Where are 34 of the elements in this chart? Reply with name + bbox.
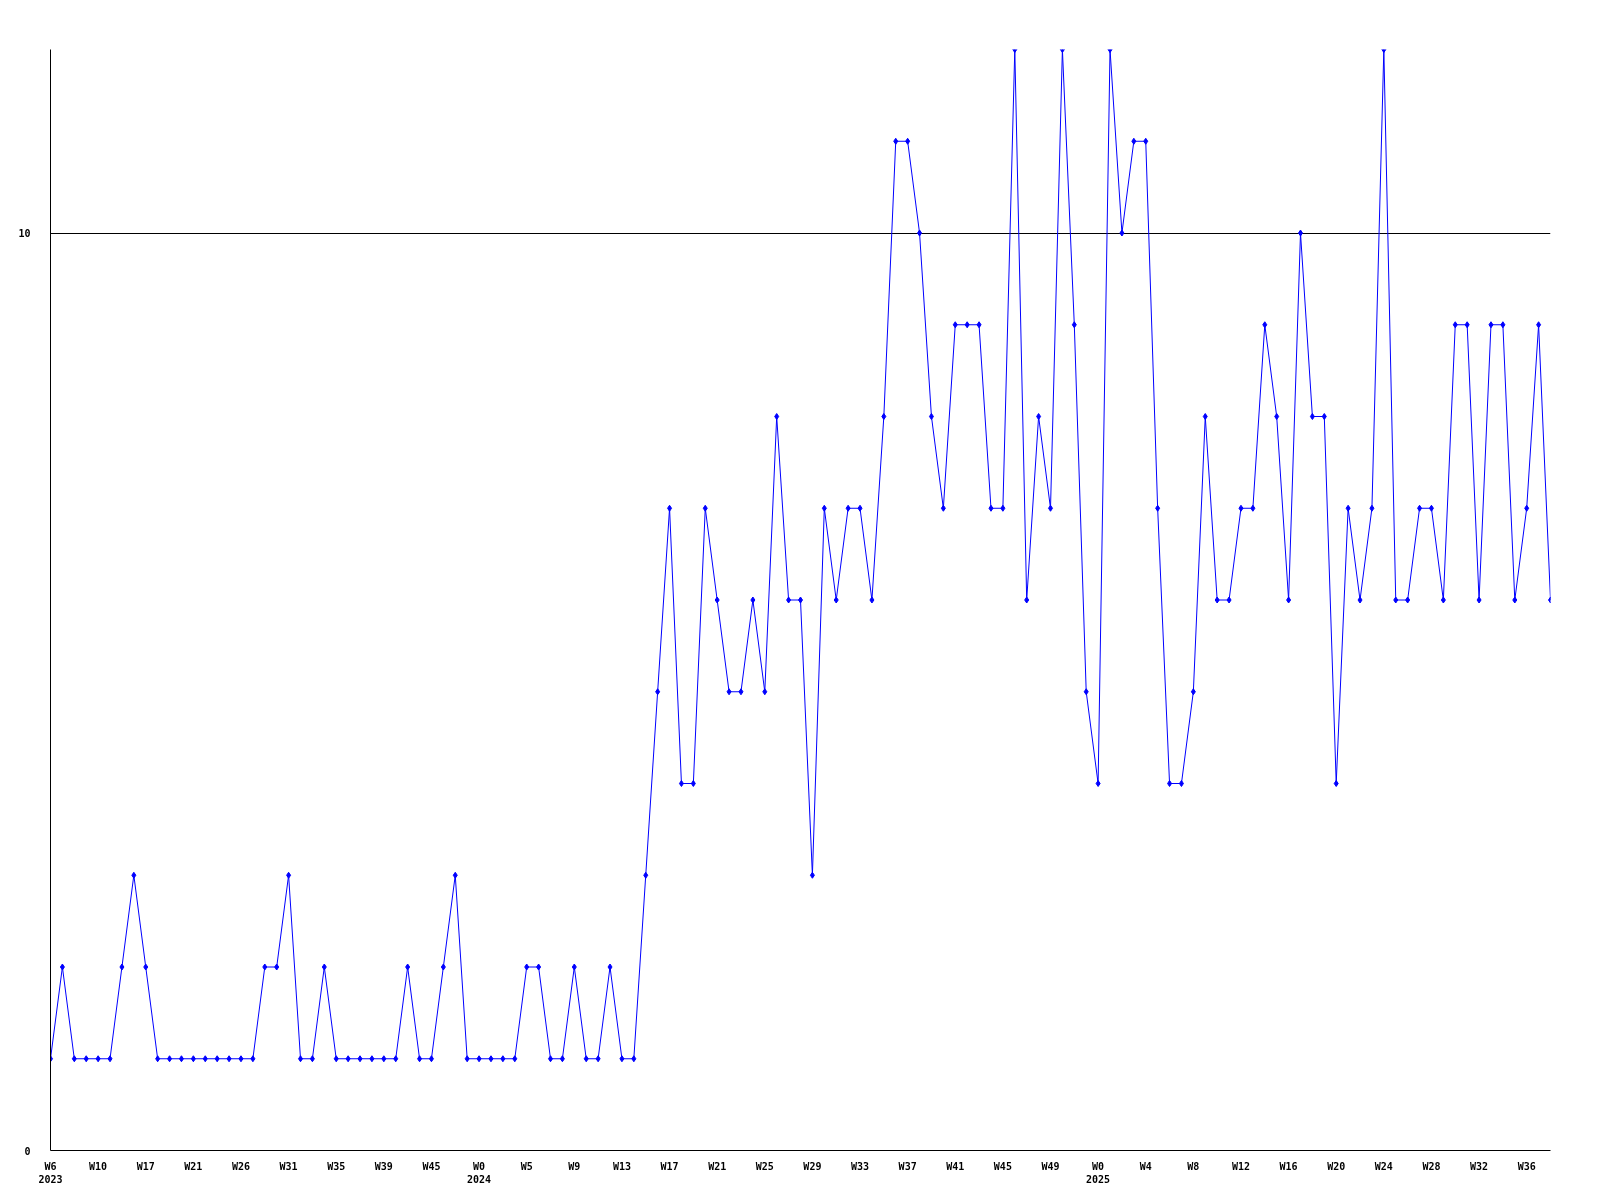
x-tick-label: W33	[850, 1160, 870, 1172]
y-tick-label: 0	[24, 1145, 31, 1157]
x-tick-label: W17	[660, 1160, 679, 1172]
x-tick-label: W37	[898, 1160, 917, 1172]
x-tick-label: W6 2023	[38, 1160, 63, 1185]
x-tick-label: W21	[708, 1160, 727, 1172]
x-tick-label: W31	[279, 1160, 298, 1172]
x-tick-label: W10	[89, 1160, 108, 1172]
x-tick-label: W21	[184, 1160, 203, 1172]
x-tick-label: W28	[1422, 1160, 1441, 1172]
x-tick-label: W45	[993, 1160, 1012, 1172]
x-tick-label: W26	[231, 1160, 251, 1172]
x-tick-label: W0 2025	[1086, 1160, 1111, 1185]
x-tick-label: W36	[1517, 1160, 1536, 1172]
x-tick-label: W32	[1470, 1160, 1489, 1172]
x-tick-label: W4	[1139, 1160, 1152, 1172]
x-tick-label: W13	[612, 1160, 631, 1172]
x-tick-label: W49	[1041, 1160, 1060, 1172]
x-tick-label: W25	[755, 1160, 774, 1172]
x-tick-label: W0 2024	[467, 1160, 492, 1185]
x-tick-label: W16	[1279, 1160, 1298, 1172]
y-tick-label: 10	[18, 228, 31, 239]
x-tick-label: W24	[1374, 1160, 1393, 1172]
x-tick-label: W12	[1231, 1160, 1251, 1172]
x-tick-label: W5	[520, 1160, 533, 1172]
x-tick-label: W39	[374, 1160, 393, 1172]
x-tick-label: W29	[803, 1160, 822, 1172]
x-tick-label: W35	[327, 1160, 346, 1172]
x-tick-label: W41	[946, 1160, 965, 1172]
x-tick-label: W17	[136, 1160, 155, 1172]
x-tick-label: W8	[1187, 1160, 1200, 1172]
x-tick-label: W45	[422, 1160, 441, 1172]
x-tick-label: W20	[1327, 1160, 1346, 1172]
x-tick-label: W9	[568, 1160, 581, 1172]
